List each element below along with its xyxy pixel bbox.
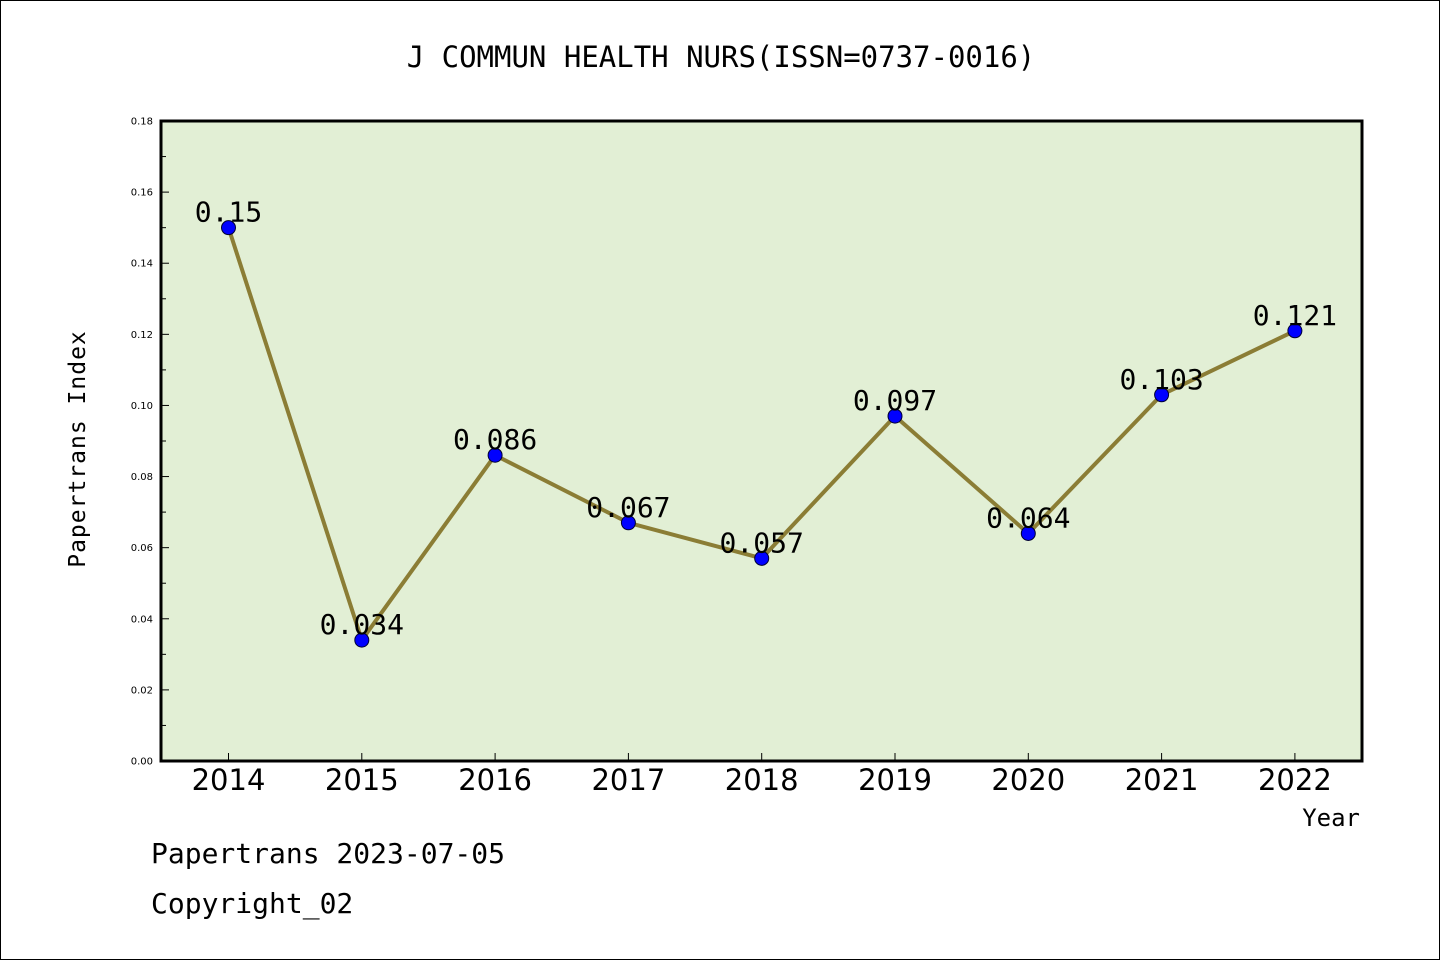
data-point (487, 447, 503, 463)
data-label: 0.057 (720, 526, 804, 559)
y-axis-label: Papertrans Index (65, 330, 91, 568)
x-axis-label: Year (1302, 804, 1360, 832)
footer-date: Papertrans 2023-07-05 (151, 837, 506, 870)
plot-area (161, 121, 1362, 761)
x-tick-label: 2021 (1125, 763, 1199, 797)
x-tick-label: 2016 (458, 763, 532, 797)
data-points (221, 220, 1303, 648)
data-label: 0.064 (986, 501, 1070, 534)
data-point (1154, 387, 1170, 403)
y-tick-label: 0.04 (131, 614, 153, 625)
y-tick-label: 0.06 (131, 543, 153, 554)
x-tick-label: 2015 (325, 763, 399, 797)
y-tick-label: 0.10 (131, 401, 153, 412)
data-point (754, 550, 770, 566)
data-point (1020, 525, 1036, 541)
data-point (1287, 323, 1303, 339)
x-tick-label: 2020 (991, 763, 1065, 797)
data-point (221, 220, 236, 236)
data-label: 0.086 (453, 423, 537, 456)
data-label: 0.067 (586, 491, 670, 524)
y-tick-label: 0.14 (131, 259, 153, 270)
data-label: 0.15 (195, 196, 262, 229)
y-tick-label: 0.00 (131, 757, 153, 768)
data-point (620, 515, 636, 531)
x-axis: 2014 2015 2016 2017 2018 2019 2020 2021 2022 (192, 753, 1332, 797)
y-tick-label: 0.16 (131, 188, 153, 199)
x-tick-label: 2022 (1258, 763, 1332, 797)
data-label: 0.103 (1119, 363, 1203, 396)
data-label: 0.097 (853, 384, 937, 417)
footer-copyright: Copyright_02 (151, 887, 354, 920)
y-tick-label: 0.18 (131, 117, 153, 128)
y-tick-label: 0.12 (131, 330, 153, 341)
data-point (887, 408, 903, 424)
x-tick-label: 2019 (858, 763, 932, 797)
data-label: 0.121 (1253, 299, 1337, 332)
y-tick-label: 0.08 (131, 472, 153, 483)
data-label: 0.034 (320, 608, 404, 641)
x-tick-label: 2014 (192, 763, 266, 797)
chart-title: J COMMUN HEALTH NURS(ISSN=0737-0016) (407, 40, 1036, 74)
data-point (354, 632, 370, 648)
plot-frame (159, 119, 1364, 763)
y-axis: 0.00 0.02 0.04 0.06 0.08 0.10 0.12 0.14 0.16 0.18 (131, 117, 169, 768)
x-tick-label: 2018 (725, 763, 799, 797)
y-tick-label: 0.02 (131, 685, 153, 696)
data-labels: 0.15 0.034 0.086 0.067 0.057 0.097 0.064 0.103 0… (195, 196, 1337, 641)
x-tick-label: 2017 (591, 763, 665, 797)
